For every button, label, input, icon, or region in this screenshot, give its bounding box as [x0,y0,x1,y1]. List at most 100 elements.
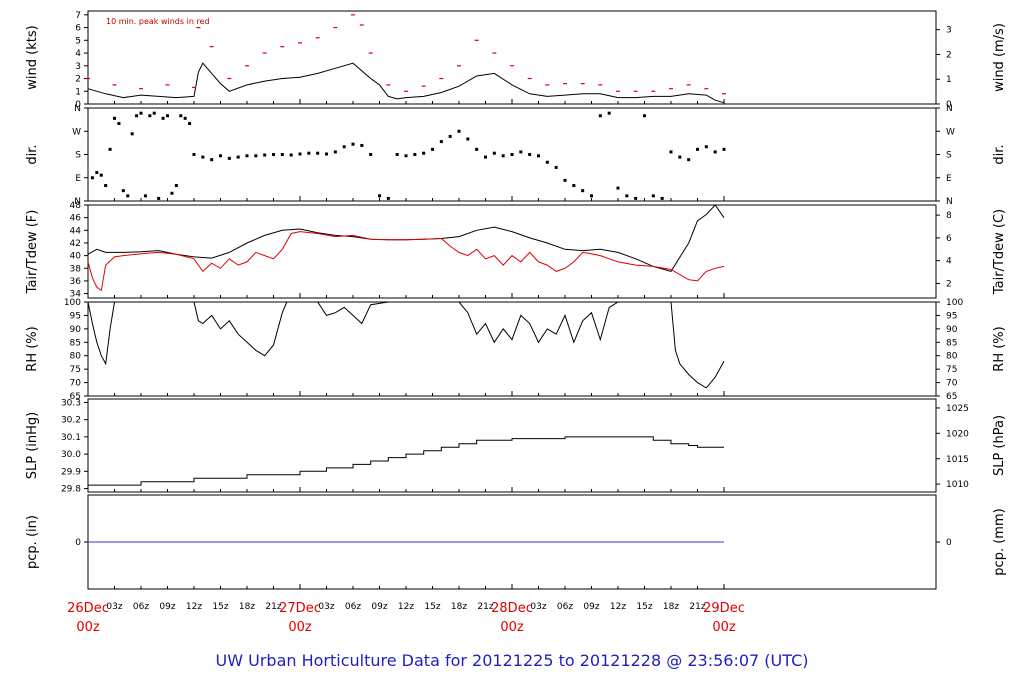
data-point [188,122,192,125]
series-line [87,301,725,389]
y-tick-label: 46 [70,214,82,224]
hour-label: 21z [265,602,281,612]
date-label: 29Dec [703,601,745,616]
y-right-axis-label: RH (%) [992,326,1007,371]
data-point [90,176,94,180]
date-label: 27Dec [279,601,321,616]
y-right-tick-label: 0 [946,100,952,110]
hour-label: 15z [212,602,228,612]
y-right-tick-label: W [946,127,955,137]
date-label: 26Dec [67,601,109,616]
data-point [192,153,196,156]
y-right-tick-label: 1025 [946,404,969,414]
y-axis-label: dir. [25,144,40,164]
y-right-tick-label: N [946,197,953,207]
y-right-tick-label: 80 [946,352,958,362]
data-point [99,173,103,177]
y-tick-label: 29.8 [61,485,81,495]
data-point [135,114,139,118]
y-tick-label: 70 [70,379,82,389]
data-point [104,184,108,187]
data-point [113,116,116,120]
data-point [687,158,691,162]
data-point [121,189,125,193]
y-tick-label: 38 [70,264,82,274]
hour-label: 18z [663,602,679,612]
y-right-tick-label: 65 [946,392,957,402]
hour-label: 06z [133,602,149,612]
data-point [227,156,231,160]
data-point [484,155,487,159]
y-tick-label: N [74,197,81,207]
hour-label: 18z [239,602,255,612]
data-point [457,129,461,133]
y-tick-label: 30.3 [61,398,81,408]
y-tick-label: 30.0 [61,450,81,460]
data-point [351,142,355,146]
y-tick-label: 30.2 [61,416,81,426]
data-point [342,145,346,149]
data-point [95,171,99,175]
hour-label: 09z [159,602,175,612]
hour-label: 03z [106,602,122,612]
y-axis-label: RH (%) [25,326,40,371]
data-point [108,147,112,151]
data-point [179,114,183,118]
data-point [161,116,165,120]
y-right-tick-label: 70 [946,379,958,389]
y-tick-label: 6 [75,24,81,34]
data-point [117,122,121,125]
y-tick-label: 29.9 [61,467,81,477]
date-label-hour: 00z [712,620,736,635]
data-point [166,114,169,118]
data-point [386,196,390,200]
y-right-tick-label: 2 [946,279,952,289]
data-point [413,153,417,156]
y-right-axis-label: pcp. (mm) [992,508,1007,575]
series-line [88,436,724,486]
data-point [528,153,532,156]
y-tick-label: 100 [64,298,81,308]
date-label: 28Dec [491,601,533,616]
data-point [669,150,673,154]
data-point [643,114,646,118]
data-point [572,184,576,187]
data-point [634,196,638,200]
y-right-tick-label: 2 [946,50,952,60]
data-point [130,132,134,136]
data-point [466,137,470,141]
data-point [289,153,293,157]
data-point [404,154,408,158]
data-point [501,154,505,158]
data-point [148,114,152,118]
hour-label: 06z [557,602,573,612]
data-point [298,152,302,156]
y-right-tick-label: E [946,174,952,184]
y-tick-label: S [75,151,81,161]
data-point [422,151,426,155]
data-point [475,147,479,151]
date-label-hour: 00z [288,620,312,635]
y-tick-label: 75 [70,365,81,375]
data-point [395,153,399,156]
data-point [696,147,699,151]
y-tick-label: 0 [75,100,81,110]
data-point [581,189,585,193]
date-label-hour: 00z [500,620,524,635]
y-right-tick-label: 8 [946,211,952,221]
data-point [201,155,205,159]
y-tick-label: 2 [75,75,81,85]
y-tick-label: 36 [70,277,82,287]
data-point [616,186,620,190]
y-right-tick-label: 95 [946,311,957,321]
data-point [625,194,629,198]
panel-annotation: 10 min. peak winds in red [106,17,210,26]
data-point [545,160,549,164]
y-tick-label: 85 [70,338,81,348]
data-point [704,145,708,149]
y-right-tick-label: 90 [946,325,958,335]
data-point [219,154,222,158]
y-right-tick-label: 1015 [946,455,969,465]
y-tick-label: 3 [75,62,81,72]
